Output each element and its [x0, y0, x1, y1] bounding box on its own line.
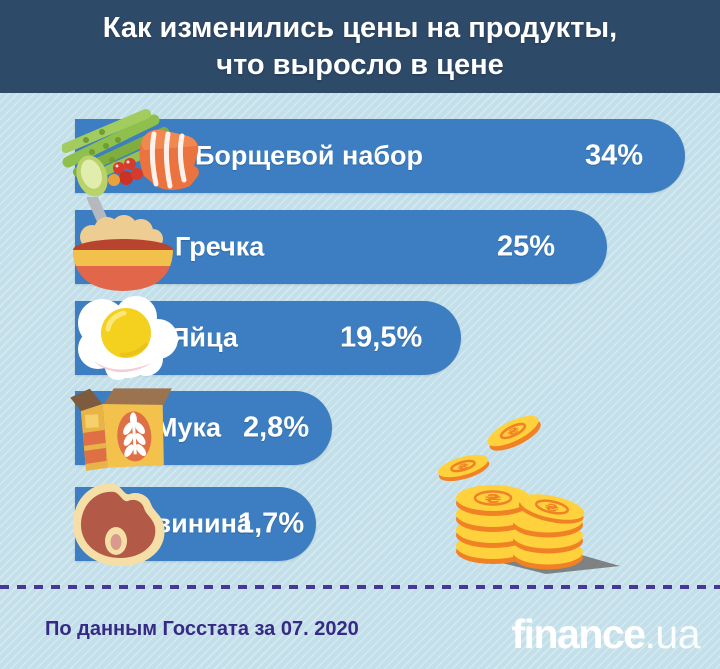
bar-value: 25%: [497, 230, 556, 263]
bar-value: 1,7%: [238, 507, 305, 540]
coin-symbol: ₴: [543, 501, 560, 515]
bar-value: 2,8%: [243, 411, 310, 444]
pork-meat-icon: [64, 479, 178, 569]
logo-suffix-text: .ua: [644, 611, 701, 657]
page-title-line-1: Как изменились цены на продукты,: [102, 11, 618, 44]
finance-ua-logo: finance.ua: [511, 610, 700, 658]
flour-box-icon: [64, 383, 182, 471]
data-source-note: По данным Госстата за 07. 2020: [45, 618, 359, 640]
bar-value: 19,5%: [340, 321, 423, 354]
bar-label: Гречка: [175, 231, 265, 262]
bar-label: Борщевой набор: [195, 140, 424, 171]
page-title-line-2: что выросло в цене: [216, 48, 504, 81]
coin-symbol: ₴: [456, 461, 470, 472]
dotted-divider: [0, 585, 720, 589]
logo-main-text: finance: [511, 611, 646, 657]
bar-label: Яйца: [170, 322, 238, 353]
bar-label: Мука: [155, 412, 222, 443]
hryvnia-coins-icon: ₴ ₴ ₴: [418, 406, 623, 576]
porridge-bowl-icon: [64, 192, 182, 292]
header: Как изменились цены на продукты, что выр…: [0, 0, 720, 93]
borscht-set-icon: [61, 106, 202, 200]
bar-value: 34%: [585, 139, 644, 172]
coin-symbol: ₴: [484, 492, 501, 506]
fried-egg-icon: [66, 293, 184, 383]
